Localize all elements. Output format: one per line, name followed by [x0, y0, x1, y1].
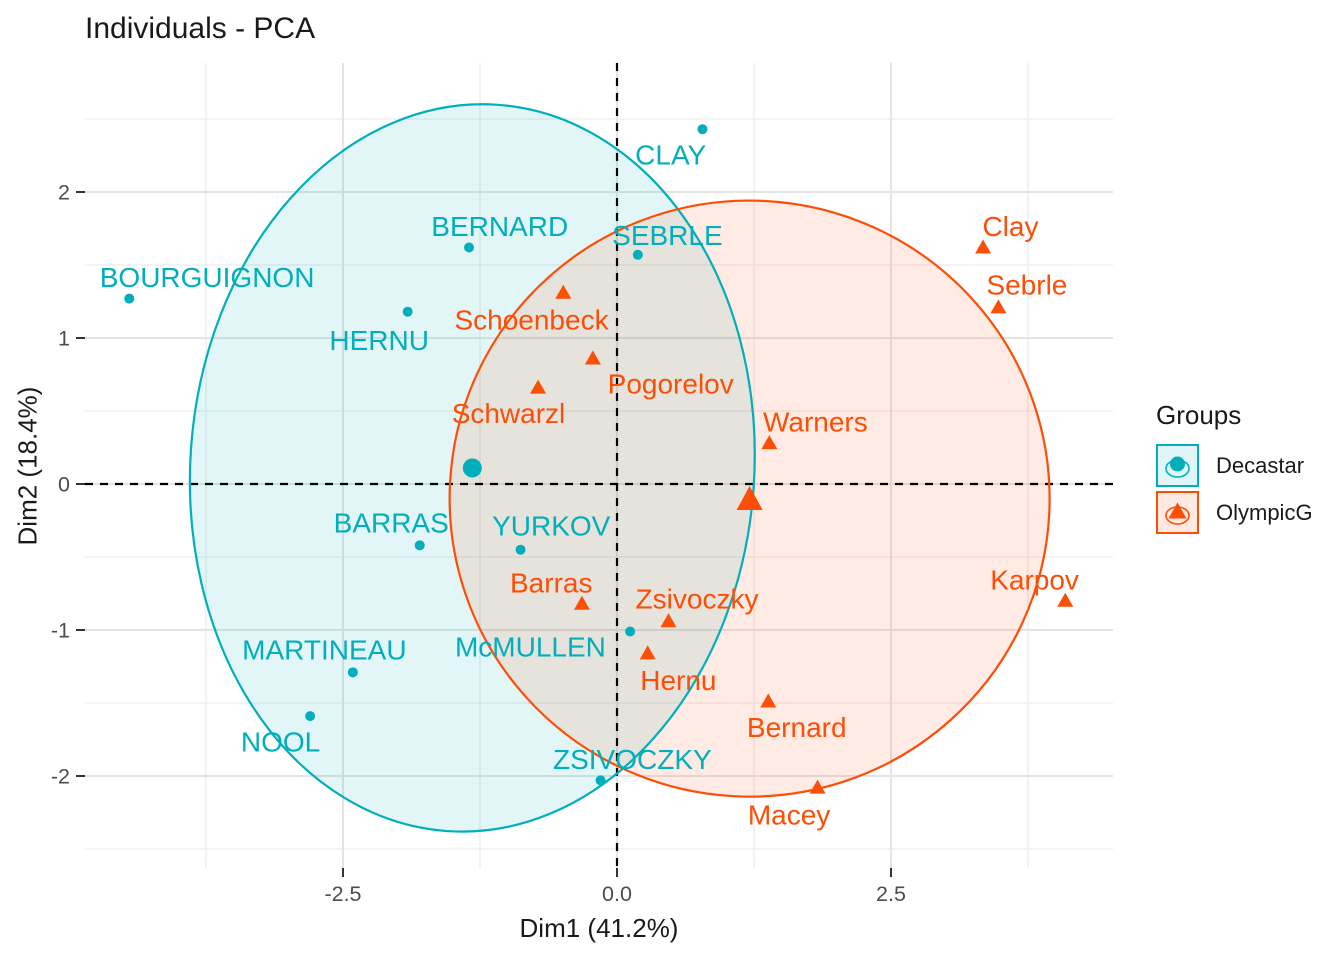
point-label-HERNU: HERNU [329, 325, 429, 356]
point-Schoenbeck [555, 284, 572, 299]
point-label-NOOL: NOOL [241, 726, 320, 757]
legend-label-decastar: Decastar [1216, 452, 1305, 478]
point-McMULLEN [625, 626, 636, 637]
point-label-Pogorelov: Pogorelov [608, 369, 734, 400]
legend-item-decastar: Decastar [1156, 444, 1313, 487]
point-label-Schoenbeck: Schoenbeck [454, 304, 609, 335]
ellipse-outline-decastar [188, 103, 756, 833]
y-tick-label: -2 [51, 765, 70, 789]
point-label-Zsivoczky: Zsivoczky [636, 583, 759, 614]
point-label-ZSIVOCZKY: ZSIVOCZKY [553, 744, 712, 775]
centroid-decastar [462, 458, 482, 478]
point-ZSIVOCZKY [595, 775, 606, 786]
x-tick-label: 2.5 [876, 882, 906, 906]
point-label-MARTINEAU: MARTINEAU [242, 634, 406, 665]
point-YURKOV [515, 544, 526, 555]
point-label-BARRAS: BARRAS [334, 507, 449, 538]
olympicg-key-swatch [1156, 491, 1199, 534]
point-Pogorelov [584, 350, 601, 365]
point-label-YURKOV: YURKOV [492, 510, 611, 541]
point-label-BOURGUIGNON: BOURGUIGNON [100, 262, 315, 293]
y-tick-label: -1 [51, 619, 70, 643]
point-Barras [573, 595, 590, 610]
x-tick-label: 0.0 [602, 882, 632, 906]
point-label-BERNARD: BERNARD [431, 211, 568, 242]
plot-title: Individuals - PCA [85, 12, 316, 45]
point-BOURGUIGNON [124, 293, 135, 304]
ellipse-outline-olympicg [448, 199, 1051, 798]
point-Clay [975, 239, 992, 254]
point-Zsivoczky [660, 613, 677, 628]
circle-marker-icon [1170, 456, 1185, 472]
point-label-CLAY: CLAY [635, 140, 706, 171]
point-label-Clay: Clay [982, 211, 1038, 242]
point-Macey [809, 779, 826, 794]
legend-title: Groups [1156, 400, 1242, 430]
point-label-Hernu: Hernu [640, 665, 716, 696]
point-Sebrle [990, 299, 1007, 314]
point-MARTINEAU [347, 667, 358, 678]
point-BERNARD [464, 242, 475, 253]
point-label-Karpov: Karpov [990, 564, 1079, 595]
point-Bernard [760, 693, 777, 708]
point-NOOL [305, 711, 316, 722]
centroid-olympicg [736, 486, 763, 511]
y-axis-title: Dim2 (18.4%) [12, 386, 43, 546]
decastar-key-swatch [1156, 444, 1199, 487]
point-label-McMULLEN: McMULLEN [455, 632, 606, 663]
legend: Groups Decastar OlympicG [1156, 400, 1313, 538]
legend-item-olympicg: OlympicG [1156, 491, 1313, 534]
point-label-Sebrle: Sebrle [986, 269, 1067, 300]
point-Schwarzl [530, 379, 547, 394]
point-label-Bernard: Bernard [747, 712, 847, 743]
y-tick-label: 2 [58, 181, 70, 205]
x-axis-title: Dim1 (41.2%) [519, 913, 679, 943]
point-CLAY [697, 124, 708, 135]
point-Warners [761, 435, 778, 450]
point-Karpov [1057, 592, 1074, 607]
point-label-SEBRLE: SEBRLE [612, 220, 723, 251]
point-label-Schwarzl: Schwarzl [452, 398, 566, 429]
point-BARRAS [414, 540, 425, 551]
x-tick-label: -2.5 [324, 882, 361, 906]
point-label-Warners: Warners [763, 407, 868, 438]
triangle-marker-icon [1168, 502, 1187, 519]
y-tick-label: 1 [58, 327, 70, 351]
y-tick-label: 0 [58, 473, 70, 497]
legend-label-olympicg: OlympicG [1216, 499, 1313, 525]
point-SEBRLE [632, 249, 643, 260]
point-label-Barras: Barras [510, 567, 592, 598]
point-Hernu [639, 645, 656, 660]
point-label-Macey: Macey [748, 799, 830, 830]
point-HERNU [402, 306, 413, 317]
